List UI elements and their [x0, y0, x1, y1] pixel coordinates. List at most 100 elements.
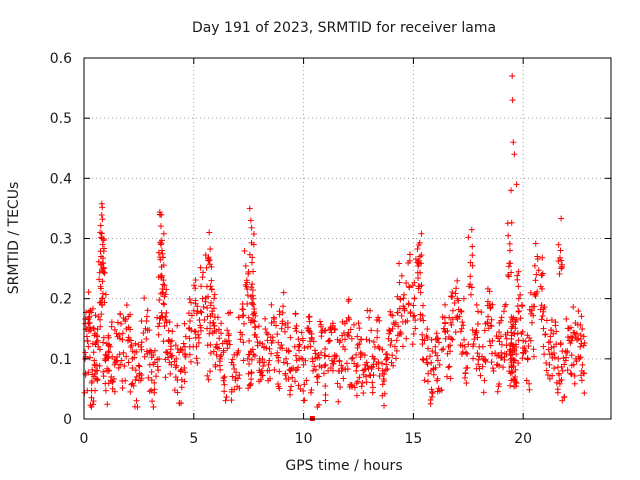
data-point [246, 205, 253, 212]
data-point [350, 321, 357, 328]
data-point [446, 363, 453, 370]
data-point [579, 326, 586, 333]
data-point [133, 348, 140, 355]
data-point [556, 270, 563, 277]
data-point [454, 316, 461, 323]
data-point [579, 361, 586, 368]
data-point [512, 366, 519, 373]
data-point [256, 367, 263, 374]
data-point [172, 342, 179, 349]
data-point [551, 365, 558, 372]
data-point [517, 315, 524, 322]
data-point [307, 343, 314, 350]
data-point [509, 73, 516, 80]
data-point [286, 348, 293, 355]
data-point [164, 349, 171, 356]
data-point [442, 301, 449, 308]
data-point [134, 403, 141, 410]
data-point [234, 383, 241, 390]
data-point [518, 330, 525, 337]
data-point [176, 400, 183, 407]
data-point [507, 382, 514, 389]
data-point [90, 349, 97, 356]
data-point [98, 311, 105, 318]
data-point [248, 224, 255, 231]
data-point [531, 262, 538, 269]
data-point [564, 367, 571, 374]
data-point [347, 326, 354, 333]
data-point [360, 371, 367, 378]
data-point [540, 308, 547, 315]
data-point [279, 345, 286, 352]
data-point [515, 268, 522, 275]
data-point [204, 304, 211, 311]
data-point [501, 350, 508, 357]
data-point [406, 284, 413, 291]
data-point [93, 362, 100, 369]
data-point [249, 300, 256, 307]
data-point [461, 343, 468, 350]
data-point [424, 378, 431, 385]
data-point [550, 330, 557, 337]
data-point [118, 320, 125, 327]
data-point [508, 219, 515, 226]
data-point [498, 317, 505, 324]
data-point [301, 397, 308, 404]
data-point [416, 283, 423, 290]
data-point [471, 336, 478, 343]
data-point [568, 371, 575, 378]
data-point [484, 319, 491, 326]
data-point [449, 289, 456, 296]
data-point [395, 323, 402, 330]
data-point [116, 351, 123, 358]
data-point [250, 241, 257, 248]
data-point [370, 372, 377, 379]
data-point [561, 393, 568, 400]
data-point [457, 328, 464, 335]
data-point [423, 333, 430, 340]
data-point [235, 375, 242, 382]
data-point [198, 309, 205, 316]
data-point [239, 312, 246, 319]
data-point [418, 260, 425, 267]
data-point [228, 397, 235, 404]
data-point [171, 387, 178, 394]
data-point [415, 241, 422, 248]
data-point [558, 257, 565, 264]
data-point [98, 211, 105, 218]
data-point [192, 285, 199, 292]
data-point [206, 229, 213, 236]
data-point [532, 240, 539, 247]
data-point [162, 291, 169, 298]
data-point [292, 378, 299, 385]
data-point [577, 343, 584, 350]
data-point [374, 334, 381, 341]
data-point [157, 239, 164, 246]
data-point [381, 390, 388, 397]
data-point [473, 301, 480, 308]
data-point [343, 360, 350, 367]
data-point [360, 367, 367, 374]
data-point [265, 361, 272, 368]
data-point [113, 330, 120, 337]
data-point [409, 341, 416, 348]
data-point [303, 377, 310, 384]
data-point [548, 317, 555, 324]
data-point [233, 369, 240, 376]
data-points [81, 73, 588, 421]
data-point [268, 319, 275, 326]
data-point [192, 277, 199, 284]
data-point [428, 359, 435, 366]
data-point [555, 258, 562, 265]
data-point [538, 316, 545, 323]
data-point [100, 255, 107, 262]
data-point [193, 310, 200, 317]
data-point [221, 381, 228, 388]
data-point [463, 365, 470, 372]
data-point [261, 359, 268, 366]
data-point [100, 339, 107, 346]
data-point [430, 366, 437, 373]
data-point [581, 370, 588, 377]
data-point [543, 367, 550, 374]
data-point [188, 312, 195, 319]
